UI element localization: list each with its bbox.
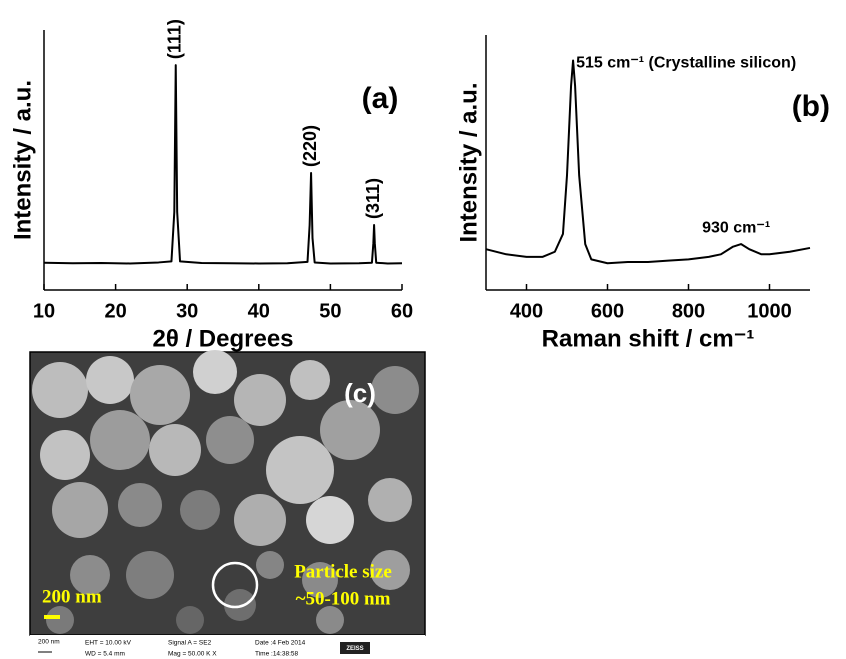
info-text: Time :14:38:58 [255, 651, 299, 658]
x-tick-label: 600 [591, 300, 624, 322]
annotation: (220) [300, 125, 320, 167]
annotation: (111) [164, 19, 184, 59]
info-text: Date :4 Feb 2014 [255, 640, 306, 647]
note: ~50-100 nm [296, 588, 391, 609]
y-axis-label: Intensity / a.u. [455, 82, 482, 242]
x-tick-label: 40 [248, 300, 270, 322]
x-tick-label: 60 [391, 300, 413, 322]
info-text: WD = 5.4 mm [85, 651, 125, 658]
x-axis-label: Raman shift / cm⁻¹ [542, 325, 755, 352]
annotation: 515 cm⁻¹ (Crystalline silicon) [576, 55, 796, 72]
x-tick-label: 20 [104, 300, 126, 322]
sem-image: (c) 200 nm Particle size ~50-100 nm 200 … [30, 350, 425, 659]
scale-bar [44, 615, 60, 619]
logo: ZEISS [346, 646, 363, 652]
x-tick-label: 400 [510, 300, 543, 322]
y-axis-label: Intensity / a.u. [9, 80, 36, 240]
scale-label: 200 nm [42, 586, 102, 607]
annotation: 930 cm⁻¹ [702, 219, 770, 236]
note: Particle size [294, 561, 392, 582]
annotation: (311) [363, 178, 383, 219]
info-text: Signal A = SE2 [168, 640, 212, 647]
x-tick-label: 30 [176, 300, 198, 322]
panel-label: (a) [362, 82, 399, 115]
panel-label: (b) [792, 90, 830, 123]
x-tick-label: 10 [33, 300, 55, 322]
data-line [44, 65, 402, 263]
x-tick-label: 1000 [747, 300, 792, 322]
x-tick-label: 50 [319, 300, 341, 322]
x-axis-label: 2θ / Degrees [152, 325, 293, 352]
info-text: 200 nm [38, 639, 60, 646]
info-text: Mag = 50.00 K X [168, 651, 217, 658]
x-tick-label: 800 [672, 300, 705, 322]
panel-label: (c) [344, 378, 376, 408]
figure: (c) 200 nm Particle size ~50-100 nm 200 … [0, 0, 846, 659]
info-text: EHT = 10.00 kV [85, 640, 132, 647]
